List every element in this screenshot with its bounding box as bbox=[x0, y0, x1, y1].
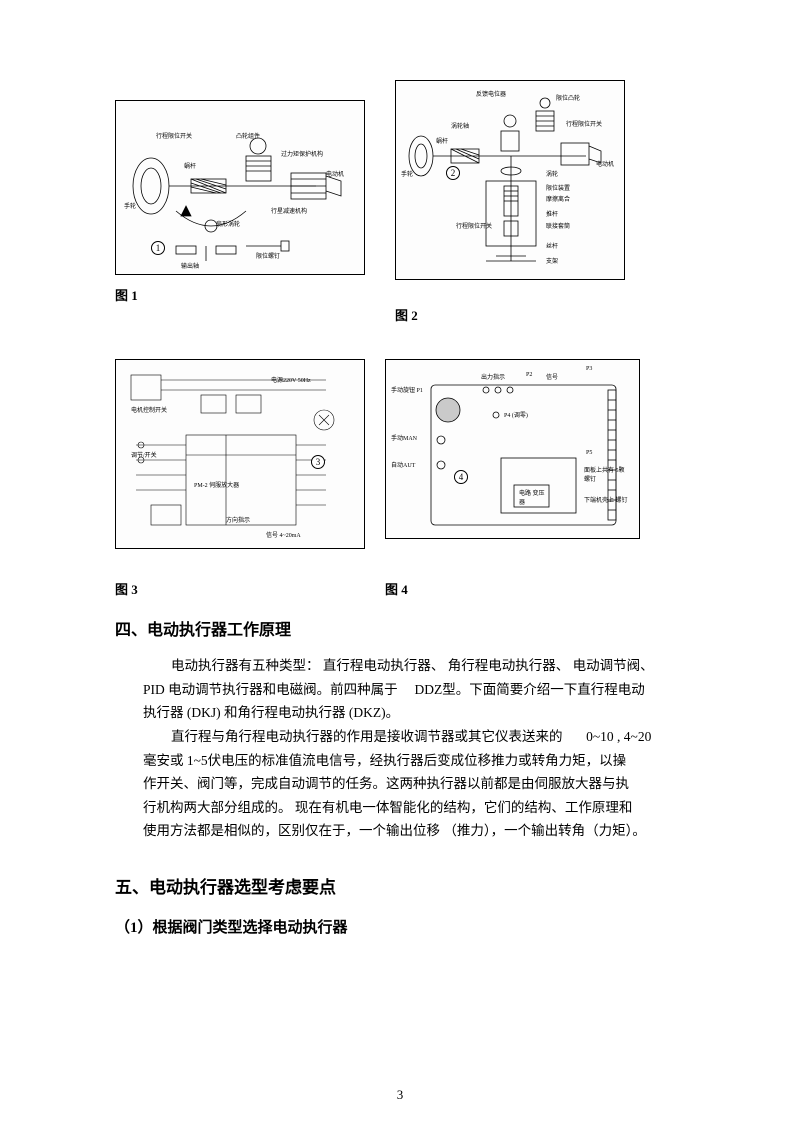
figure-4-caption: 图 4 bbox=[385, 579, 640, 598]
fig2-label-coupling: 涡轮轴 bbox=[451, 121, 469, 130]
fig4-label-freqconverter: 电路 变压器 bbox=[519, 488, 549, 506]
fig1-label-overload: 过力矩保护机构 bbox=[281, 149, 323, 158]
s4-p2b: 0~10 , 4~20 bbox=[583, 729, 652, 744]
section-4-paragraph-1: 电动执行器有五种类型： 直行程电动执行器、 角行程电动执行器、 电动调节阀、 P… bbox=[115, 654, 690, 725]
fig1-label-fanworm: 扇形涡轮 bbox=[216, 219, 240, 228]
figure-row-1: 行程限位开关 凸轮组件 过力矩保护机构 电动机 蜗杆 手轮 扇形涡轮 行星减速机… bbox=[115, 100, 690, 324]
fig2-label-limitbox: 限位装置 bbox=[546, 183, 570, 192]
fig1-label-handwheel: 手轮 bbox=[124, 201, 136, 210]
figure-1-diagram: 行程限位开关 凸轮组件 过力矩保护机构 电动机 蜗杆 手轮 扇形涡轮 行星减速机… bbox=[115, 100, 365, 275]
fig4-label-p2: P2 bbox=[526, 372, 532, 378]
fig4-label-p3: P3 bbox=[586, 366, 592, 372]
fig2-label-frictionclutch: 摩擦离合 bbox=[546, 194, 570, 203]
fig4-label-coverscrew: 面板上共有 5颗螺钉 bbox=[584, 465, 629, 483]
fig4-label-outputforce: 出力指示 bbox=[481, 372, 505, 381]
figure-2-caption: 图 2 bbox=[395, 305, 625, 324]
s4-p2c: 毫安或 1~5伏电压的标准值流电信号，经执行器后变成位移推力或转角力矩，以操 bbox=[143, 753, 626, 768]
s4-p1a: 电动执行器有五种类型： 直行程电动执行器、 角行程电动执行器、 电动调节阀、 bbox=[171, 658, 654, 673]
fig1-label-cam: 凸轮组件 bbox=[236, 131, 260, 140]
page-number: 3 bbox=[0, 1087, 800, 1103]
fig4-label-manualknob: 手动旋钮 P1 bbox=[391, 385, 423, 394]
figure-3-diagram: 电源220V 50Hz 电机控制开关 PM-2 伺服放大器 方向指示 调节/开关… bbox=[115, 359, 365, 549]
figure-1-block: 行程限位开关 凸轮组件 过力矩保护机构 电动机 蜗杆 手轮 扇形涡轮 行星减速机… bbox=[115, 100, 365, 324]
fig2-label-limitswitch: 行程限位开关 bbox=[566, 119, 602, 128]
fig2-label-worm: 蜗杆 bbox=[436, 136, 448, 145]
fig1-label-output: 输出轴 bbox=[181, 261, 199, 270]
fig4-label-auto: 自动AUT bbox=[391, 460, 415, 469]
fig4-circle-number: 4 bbox=[454, 470, 468, 484]
s4-p2f: 使用方法都是相似的，区别仅在于，一个输出位移 （推力），一个输出转角（力矩）。 bbox=[143, 823, 646, 838]
section-5-title: 五、电动执行器选型考虑要点 bbox=[115, 873, 690, 898]
fig1-label-worm: 蜗杆 bbox=[184, 161, 196, 170]
fig4-label-manual: 手动MAN bbox=[391, 433, 417, 442]
fig3-label-servoamp: PM-2 伺服放大器 bbox=[194, 480, 239, 489]
fig2-label-nut: 丝杆 bbox=[546, 241, 558, 250]
fig2-label-bracket: 支架 bbox=[546, 256, 558, 265]
figure-4-diagram: 手动旋钮 P1 出力指示 P2 信号 P3 手动MAN 自动AUT P4 (调零… bbox=[385, 359, 640, 539]
fig1-circle-number: 1 bbox=[151, 241, 165, 255]
fig4-label-signal: 信号 bbox=[546, 372, 558, 381]
figure-3-caption: 图 3 bbox=[115, 579, 365, 598]
figure-row-2: 电源220V 50Hz 电机控制开关 PM-2 伺服放大器 方向指示 调节/开关… bbox=[115, 359, 690, 549]
fig3-label-openclose: 调节/开关 bbox=[131, 450, 157, 459]
section-4-title: 四、电动执行器工作原理 bbox=[115, 616, 690, 640]
fig2-label-limitcam: 限位凸轮 bbox=[556, 93, 580, 102]
figure-4-block: 手动旋钮 P1 出力指示 P2 信号 P3 手动MAN 自动AUT P4 (调零… bbox=[385, 359, 640, 549]
s4-p2e: 行机构两大部分组成的。 现在有机电一体智能化的结构，它们的结构、工作原理和 bbox=[143, 800, 632, 815]
fig2-label-feedbackpot: 反馈电位器 bbox=[476, 89, 506, 98]
fig3-label-power: 电源220V 50Hz bbox=[271, 375, 311, 384]
figure-2-block: 反馈电位器 限位凸轮 涡轮轴 行程限位开关 电动机 蜗杆 手轮 涡轮 限位装置 … bbox=[395, 80, 625, 324]
s4-p1b: PID 电动调节执行器和电磁阀。前四种属于 bbox=[143, 682, 398, 697]
figure-2-diagram: 反馈电位器 限位凸轮 涡轮轴 行程限位开关 电动机 蜗杆 手轮 涡轮 限位装置 … bbox=[395, 80, 625, 280]
figure-1-caption: 图 1 bbox=[115, 285, 365, 304]
fig2-label-wormgear: 涡轮 bbox=[546, 169, 558, 178]
caption-row-2: 图 3 图 4 bbox=[115, 569, 690, 598]
fig4-label-p4adjust: P4 (调零) bbox=[504, 410, 528, 419]
s4-p2d: 作开关、阀门等，完成自动调节的任务。这两种执行器以前都是由伺服放大器与执 bbox=[143, 776, 629, 791]
fig3-circle-number: 3 bbox=[311, 455, 325, 469]
fig2-label-rod: 推杆 bbox=[546, 209, 558, 218]
fig2-circle-number: 2 bbox=[446, 166, 460, 180]
fig3-label-resistorbox: 电机控制开关 bbox=[131, 405, 167, 414]
s4-p1d: 执行器 (DKJ) 和角行程电动执行器 (DKZ)。 bbox=[143, 705, 399, 720]
section-5-sub-1: （1）根据阀门类型选择电动执行器 bbox=[115, 916, 690, 937]
figure-3-block: 电源220V 50Hz 电机控制开关 PM-2 伺服放大器 方向指示 调节/开关… bbox=[115, 359, 365, 549]
fig1-label-motor: 电动机 bbox=[326, 169, 344, 178]
fig2-label-motor: 电动机 bbox=[596, 159, 614, 168]
fig2-label-handwheel: 手轮 bbox=[401, 169, 413, 178]
fig2-label-limitswitch2: 行程限位开关 bbox=[456, 221, 492, 230]
fig4-label-lowercover: 下端机壳上 螺钉 bbox=[584, 495, 629, 504]
fig1-label-limitscrew: 限位螺钉 bbox=[256, 251, 280, 260]
fig1-label-reducer: 行星减速机构 bbox=[271, 206, 307, 215]
fig4-label-p5label: P5 bbox=[586, 450, 592, 456]
section-4-paragraph-2: 直行程与角行程电动执行器的作用是接收调节器或其它仪表送来的 0~10 , 4~2… bbox=[115, 725, 690, 843]
s4-p1c: DDZ型。下面简要介绍一下直行程电动 bbox=[411, 682, 645, 697]
fig3-label-zerospan: 方向指示 bbox=[226, 515, 250, 524]
fig3-label-signal: 信号 4~20mA bbox=[266, 530, 301, 539]
s4-p2a: 直行程与角行程电动执行器的作用是接收调节器或其它仪表送来的 bbox=[171, 729, 563, 744]
fig1-label-limitswitch: 行程限位开关 bbox=[156, 131, 192, 140]
fig2-label-couplingsleeve: 联接套筒 bbox=[546, 221, 570, 230]
